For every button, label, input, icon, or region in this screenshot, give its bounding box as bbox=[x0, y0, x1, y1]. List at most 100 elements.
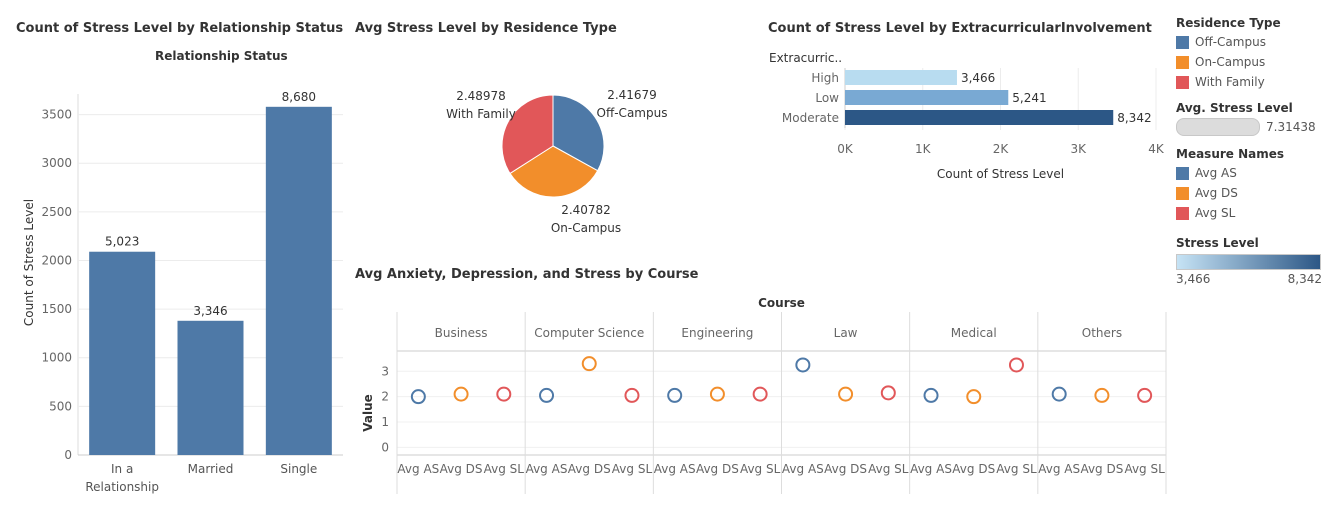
bar-data-label: 8,342 bbox=[1117, 111, 1151, 125]
legend-label: Avg AS bbox=[1195, 166, 1237, 180]
x-tick-label: Avg SL bbox=[1124, 462, 1165, 476]
data-point bbox=[667, 387, 683, 403]
data-point bbox=[539, 387, 555, 403]
bar-data-label: 8,680 bbox=[282, 90, 316, 104]
pie-slice-value: 2.41679 bbox=[607, 88, 657, 102]
legend-label: On-Campus bbox=[1195, 55, 1266, 69]
legend-swatch bbox=[1176, 186, 1189, 200]
y-axis-title: Count of Stress Level bbox=[22, 199, 36, 326]
avg-stress-legend-value: 7.31438 bbox=[1266, 120, 1316, 134]
bar-data-label: 5,023 bbox=[105, 235, 139, 249]
bar bbox=[265, 106, 332, 455]
data-point bbox=[1094, 387, 1110, 403]
x-tick-label: Avg DS bbox=[1080, 462, 1123, 476]
bar bbox=[845, 110, 1114, 125]
x-tick-label: Avg SL bbox=[484, 462, 525, 476]
x-tick-label: Avg DS bbox=[696, 462, 739, 476]
y-tick-label: 0 bbox=[64, 448, 72, 462]
legend-swatch bbox=[1176, 206, 1189, 220]
data-point bbox=[880, 385, 896, 401]
x-tick-label: 1K bbox=[915, 142, 932, 156]
extracurricular-bar-chart: 0K 1K 2K 3K 4K High 3,466 Low 5,241 Moderate 8,342… bbox=[782, 68, 1165, 180]
course-name: Others bbox=[1082, 326, 1122, 340]
y-tick-label: Moderate bbox=[782, 111, 839, 125]
data-point bbox=[1051, 386, 1067, 402]
bar-data-label: 3,466 bbox=[961, 71, 995, 85]
pie-slice-name: Off-Campus bbox=[597, 106, 668, 120]
x-tick-label: Avg AS bbox=[1038, 462, 1080, 476]
stress-level-max: 8,342 bbox=[1287, 272, 1322, 286]
legend-label: Avg DS bbox=[1195, 186, 1238, 200]
x-tick-label: Avg AS bbox=[910, 462, 952, 476]
measures-legend-title: Measure Names bbox=[1176, 147, 1285, 161]
data-point bbox=[496, 386, 512, 402]
legend-item[interactable]: On-Campus bbox=[1176, 52, 1336, 72]
data-point bbox=[752, 386, 768, 402]
y-tick-label: 1500 bbox=[41, 302, 72, 316]
legend-item[interactable]: Avg DS bbox=[1176, 183, 1336, 203]
pie-slice-name: On-Campus bbox=[551, 221, 621, 235]
x-tick-label: Avg AS bbox=[654, 462, 696, 476]
pie-slice-value: 2.40782 bbox=[561, 203, 611, 217]
course-name: Engineering bbox=[681, 326, 753, 340]
x-tick-label: Avg SL bbox=[996, 462, 1037, 476]
x-axis-title: Count of Stress Level bbox=[937, 167, 1064, 180]
legend-item[interactable]: Avg AS bbox=[1176, 163, 1336, 183]
x-tick-label: 2K bbox=[993, 142, 1010, 156]
course-name: Law bbox=[834, 326, 858, 340]
data-point bbox=[453, 386, 469, 402]
y-tick-label: 500 bbox=[49, 399, 72, 413]
residence-legend-title: Residence Type bbox=[1176, 16, 1281, 30]
x-tick-label: Avg DS bbox=[824, 462, 867, 476]
bar bbox=[177, 320, 244, 455]
legend-item[interactable]: Off-Campus bbox=[1176, 32, 1336, 52]
x-tick-label: Married bbox=[188, 462, 234, 476]
data-point bbox=[795, 357, 811, 373]
data-point bbox=[838, 386, 854, 402]
x-tick-label: Avg DS bbox=[568, 462, 611, 476]
extracurricular-row-header: Extracurric.. bbox=[769, 51, 843, 65]
legend-item[interactable]: Avg SL bbox=[1176, 203, 1336, 223]
x-tick-label: Avg DS bbox=[440, 462, 483, 476]
y-tick-label: 0 bbox=[381, 440, 389, 454]
x-tick-label: Avg SL bbox=[612, 462, 653, 476]
avg-stress-size-indicator bbox=[1176, 118, 1260, 136]
data-point bbox=[624, 387, 640, 403]
extracurricular-chart-title: Count of Stress Level by Extracurricular… bbox=[768, 21, 1152, 36]
residence-chart-title: Avg Stress Level by Residence Type bbox=[355, 21, 617, 36]
x-tick-label: Single bbox=[280, 462, 317, 476]
x-tick-label: 3K bbox=[1070, 142, 1087, 156]
data-point bbox=[966, 389, 982, 405]
avg-stress-legend-title: Avg. Stress Level bbox=[1176, 101, 1293, 115]
bar-data-label: 3,346 bbox=[193, 304, 227, 318]
residence-legend: Off-Campus On-Campus With Family bbox=[1176, 32, 1336, 92]
legend-label: Avg SL bbox=[1195, 206, 1236, 220]
relationship-bar-chart: 0 500 1000 1500 2000 2500 3000 3500 Count of Str… bbox=[22, 90, 343, 494]
data-point bbox=[923, 387, 939, 403]
legend-swatch bbox=[1176, 75, 1189, 89]
pie-slice-value: 2.48978 bbox=[456, 89, 506, 103]
relationship-chart-title: Count of Stress Level by Relationship St… bbox=[16, 21, 344, 36]
relationship-chart-header: Relationship Status bbox=[155, 49, 288, 63]
course-header: Course bbox=[758, 296, 805, 310]
x-tick-label: 4K bbox=[1148, 142, 1165, 156]
legend-item[interactable]: With Family bbox=[1176, 72, 1336, 92]
y-axis-title: Value bbox=[361, 394, 375, 432]
x-tick-label: 0K bbox=[837, 142, 854, 156]
bar bbox=[845, 90, 1009, 105]
pie-slice bbox=[552, 94, 605, 172]
x-tick-label: Avg DS bbox=[952, 462, 995, 476]
data-point bbox=[581, 356, 597, 372]
residence-pie-chart: 2.41679 Off-Campus 2.40782 On-Campus 2.48978… bbox=[446, 88, 668, 235]
legend-swatch bbox=[1176, 55, 1189, 69]
data-point bbox=[709, 386, 725, 402]
pie-slice-name: With Family bbox=[446, 107, 516, 121]
y-tick-label: 2000 bbox=[41, 253, 72, 267]
y-tick-label: 3000 bbox=[41, 156, 72, 170]
stress-level-min: 3,466 bbox=[1176, 272, 1211, 286]
y-tick-label: 2500 bbox=[41, 205, 72, 219]
bar bbox=[89, 251, 156, 455]
y-tick-label: 1000 bbox=[41, 351, 72, 365]
y-tick-label: 2 bbox=[381, 390, 389, 404]
